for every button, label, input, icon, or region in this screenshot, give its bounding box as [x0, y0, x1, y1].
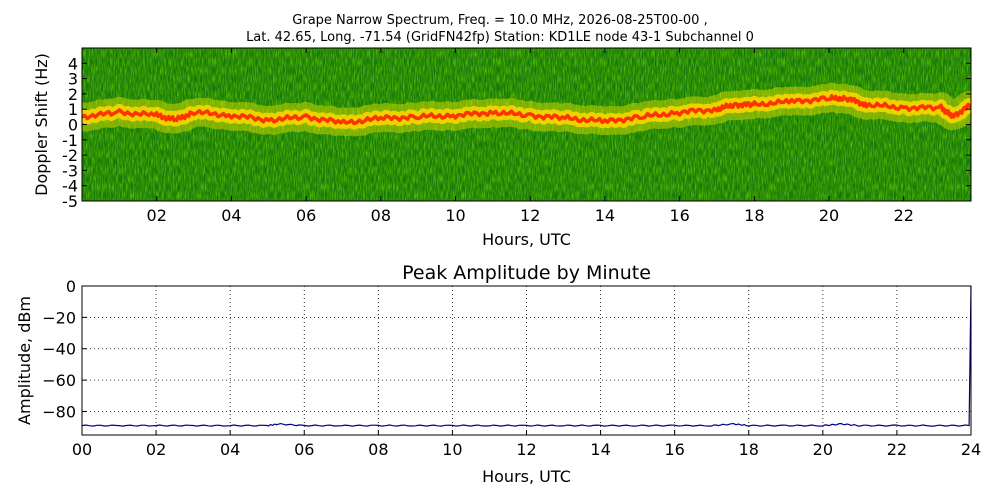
amplitude-plot-title: Peak Amplitude by Minute	[402, 262, 651, 284]
amplitude-series-line	[81, 285, 972, 427]
amplitude-y-tick-label: 0	[66, 277, 76, 296]
spectrogram-y-tick-label: -4	[62, 177, 78, 196]
spectrogram-x-axis: 02 04 06 08 10 12 14 16 18 20 22	[147, 48, 914, 225]
amplitude-x-tick-label: 02	[146, 440, 166, 459]
spectrogram-y-tick-label: -3	[62, 161, 78, 180]
spectrogram-x-tick-label: 02	[147, 206, 167, 225]
amplitude-x-tick-label: 14	[590, 440, 610, 459]
amplitude-x-tick-label: 06	[294, 440, 314, 459]
amplitude-x-tick-label: 18	[739, 440, 759, 459]
amplitude-x-tick-label: 08	[368, 440, 388, 459]
amplitude-x-axis: 00 02 04 06 08 10 12 14 16 18 20 22 24	[72, 430, 981, 459]
amplitude-x-tick-label: 16	[664, 440, 684, 459]
spectrogram-y-axis-label: Doppler Shift (Hz)	[32, 53, 51, 196]
doppler-trace	[82, 94, 971, 126]
amplitude-grid	[82, 286, 971, 435]
spectrogram-x-tick-label: 08	[371, 206, 391, 225]
spectrogram-x-tick-label: 06	[296, 206, 316, 225]
amplitude-y-tick-label: −40	[42, 340, 76, 359]
amplitude-x-tick-label: 00	[72, 440, 92, 459]
spectrogram-y-tick-label: 0	[68, 116, 78, 135]
spectrogram-y-tick-label: -5	[62, 192, 78, 211]
amplitude-panel: Peak Amplitude by Minute 00 02 04 06 08 10 12 1…	[15, 262, 981, 486]
amplitude-frame	[81, 285, 972, 436]
amplitude-x-axis-label: Hours, UTC	[482, 467, 571, 486]
figure-title-line-2: Lat. 42.65, Long. -71.54 (GridFN42fp) St…	[246, 30, 754, 45]
spectrogram-y-tick-label: 4	[68, 54, 78, 73]
spectrogram-y-tick-label: -2	[62, 146, 78, 165]
amplitude-x-tick-label: 12	[516, 440, 536, 459]
amplitude-y-tick-label: −60	[42, 371, 76, 390]
amplitude-y-axis: 0 −20 −40 −60 −80	[42, 277, 87, 421]
spectrogram-x-tick-label: 14	[595, 206, 615, 225]
amplitude-x-tick-label: 24	[961, 440, 981, 459]
amplitude-x-tick-label: 20	[813, 440, 833, 459]
spectrogram-x-axis-label: Hours, UTC	[482, 230, 571, 249]
amplitude-y-tick-label: −80	[42, 402, 76, 421]
spectrogram-x-tick-label: 16	[669, 206, 689, 225]
spectrogram-y-tick-label: 1	[68, 100, 78, 119]
spectrogram-x-tick-label: 22	[894, 206, 914, 225]
amplitude-y-tick-label: −20	[42, 308, 76, 327]
spectrogram-x-tick-label: 10	[445, 206, 465, 225]
amplitude-x-tick-label: 04	[220, 440, 240, 459]
amplitude-y-axis-label: Amplitude, dBm	[15, 296, 34, 425]
spectrogram-y-tick-label: -1	[62, 131, 78, 150]
amplitude-x-tick-label: 22	[887, 440, 907, 459]
spectrogram-x-tick-label: 20	[819, 206, 839, 225]
figure-title-line-1: Grape Narrow Spectrum, Freq. = 10.0 MHz,…	[292, 13, 708, 28]
spectrogram-x-tick-label: 18	[744, 206, 764, 225]
spectrogram-y-tick-label: 2	[68, 85, 78, 104]
spectrogram-y-tick-label: 3	[68, 70, 78, 89]
amplitude-x-tick-label: 10	[442, 440, 462, 459]
spectrogram-x-tick-label: 04	[221, 206, 241, 225]
spectrogram-x-tick-label: 12	[520, 206, 540, 225]
